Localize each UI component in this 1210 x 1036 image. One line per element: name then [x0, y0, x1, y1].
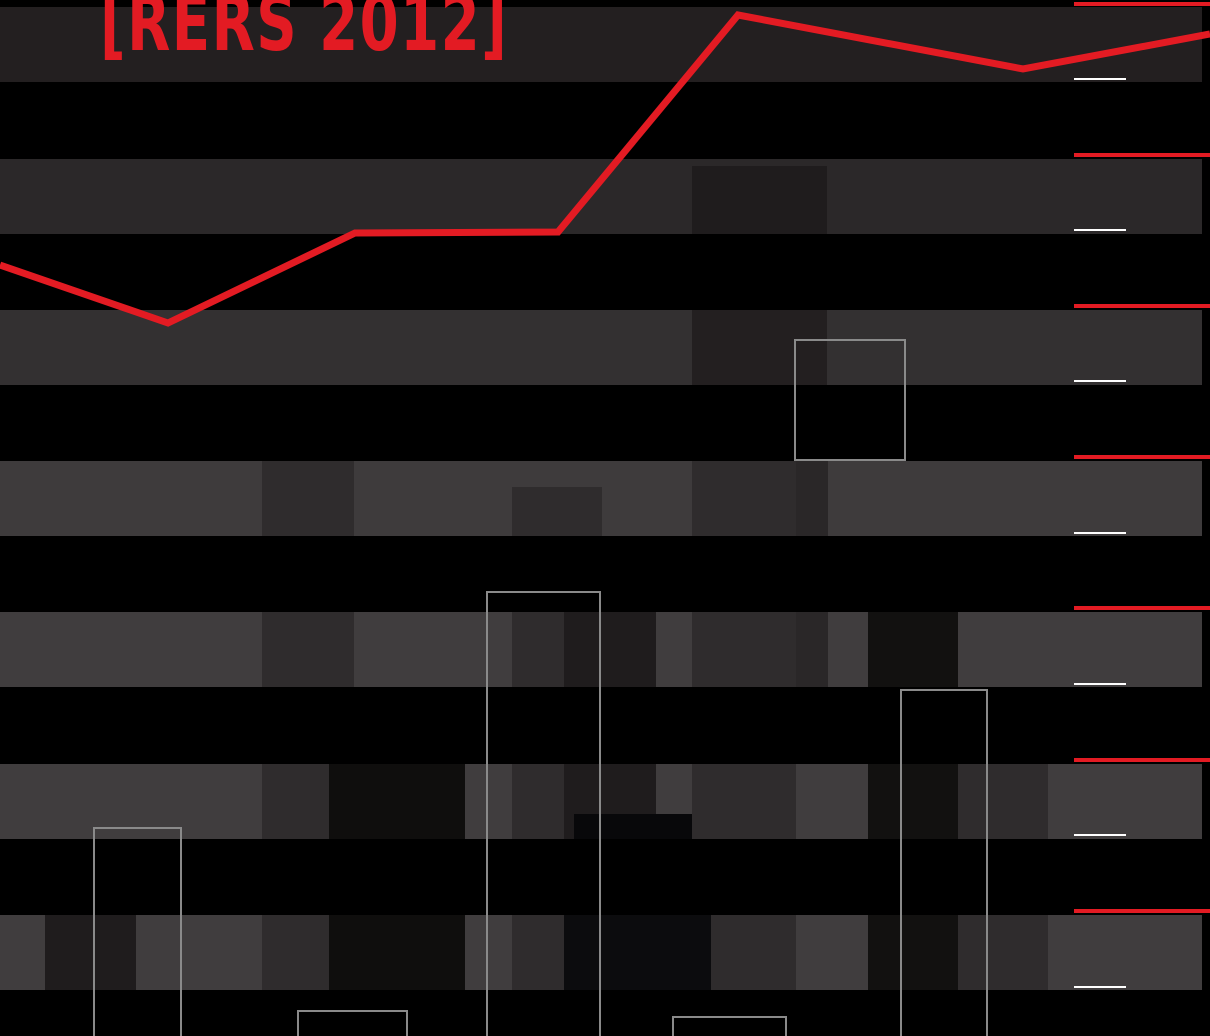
shade — [512, 612, 564, 687]
right-ticks — [1074, 2, 1210, 988]
shade — [692, 461, 796, 536]
title: [RERS 2012] — [100, 0, 508, 70]
shade — [512, 487, 602, 536]
shade — [564, 612, 656, 687]
shade — [262, 915, 329, 990]
shade — [796, 461, 828, 536]
shade — [262, 461, 354, 536]
band — [0, 310, 1202, 385]
shade — [868, 612, 958, 687]
band-shading — [45, 166, 1048, 990]
bar-outline — [486, 591, 601, 1036]
shade — [564, 915, 711, 990]
shade — [329, 764, 465, 839]
bar-outline — [900, 689, 988, 1036]
bar-outline — [93, 827, 182, 1036]
bar-outline — [297, 1010, 408, 1036]
shade — [692, 612, 796, 687]
shade — [711, 915, 796, 990]
shade — [958, 764, 1048, 839]
shade — [574, 814, 711, 839]
shade — [692, 310, 827, 385]
shade — [329, 915, 465, 990]
trend-line — [0, 11, 1210, 327]
shade — [262, 764, 329, 839]
bar-outline — [672, 1016, 787, 1036]
shade — [868, 915, 958, 990]
shade — [45, 915, 136, 990]
shade — [868, 764, 958, 839]
shade — [796, 612, 828, 687]
shade — [958, 915, 1048, 990]
shade — [692, 166, 827, 234]
shade — [512, 915, 564, 990]
shade — [512, 764, 564, 839]
shade — [692, 764, 796, 839]
band — [0, 159, 1202, 234]
shade — [262, 612, 354, 687]
band — [0, 7, 1202, 82]
bar-outline — [794, 339, 906, 461]
bar-outlines — [93, 339, 988, 1036]
